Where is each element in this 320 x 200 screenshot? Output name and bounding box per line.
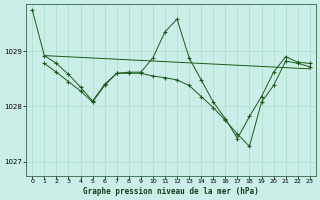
X-axis label: Graphe pression niveau de la mer (hPa): Graphe pression niveau de la mer (hPa) xyxy=(83,187,259,196)
